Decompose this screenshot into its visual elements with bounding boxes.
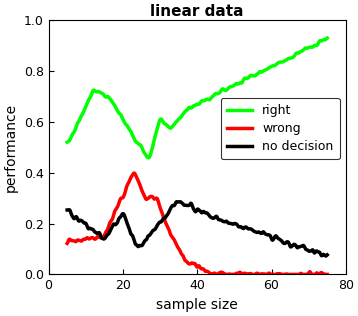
no decision — [65, 208, 69, 212]
Legend: right, wrong, no decision: right, wrong, no decision — [221, 98, 340, 159]
Y-axis label: performance: performance — [4, 103, 18, 192]
Line: right: right — [67, 38, 327, 158]
no decision — [147, 234, 151, 237]
no decision — [138, 244, 142, 247]
right — [138, 143, 142, 147]
right — [236, 82, 241, 86]
no decision — [175, 200, 179, 204]
right — [268, 65, 272, 69]
right — [300, 49, 304, 53]
no decision — [324, 254, 328, 258]
wrong — [237, 271, 241, 275]
Title: linear data: linear data — [150, 4, 244, 19]
Line: wrong: wrong — [67, 173, 327, 274]
wrong — [300, 272, 304, 276]
wrong — [147, 195, 152, 199]
wrong — [224, 272, 228, 276]
Line: no decision: no decision — [67, 202, 327, 256]
right — [129, 129, 133, 133]
wrong — [65, 241, 69, 245]
wrong — [325, 272, 329, 276]
right — [147, 155, 152, 158]
no decision — [325, 253, 329, 257]
no decision — [268, 234, 272, 237]
wrong — [268, 272, 272, 276]
no decision — [236, 225, 241, 228]
wrong — [132, 171, 136, 175]
X-axis label: sample size: sample size — [156, 298, 238, 312]
right — [325, 36, 329, 40]
no decision — [300, 244, 304, 248]
no decision — [129, 232, 133, 236]
right — [65, 140, 69, 144]
wrong — [129, 176, 133, 179]
wrong — [139, 185, 143, 189]
right — [146, 156, 151, 160]
